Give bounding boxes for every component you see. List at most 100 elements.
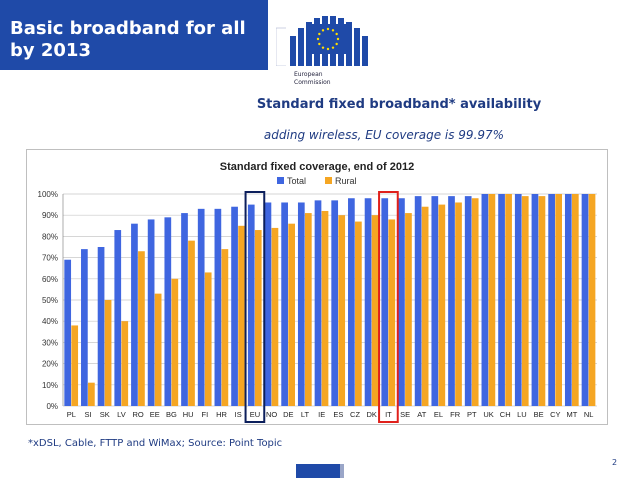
flag-star-icon xyxy=(318,32,321,36)
x-tick-label: FR xyxy=(450,410,461,419)
x-tick-label: EL xyxy=(434,410,443,419)
legend-swatch-total xyxy=(277,177,284,184)
bar-rural-pt xyxy=(471,198,479,406)
x-tick-label: NO xyxy=(266,410,277,419)
bar-total-sk xyxy=(97,247,105,406)
bar-rural-ch xyxy=(505,194,512,406)
bar-total-dk xyxy=(364,198,372,406)
bar-rural-cz xyxy=(355,221,362,406)
bar-rural-ie xyxy=(321,210,329,406)
bar-total-no xyxy=(264,202,272,406)
y-tick-label: 70% xyxy=(42,254,58,263)
bar-rural-at xyxy=(421,206,429,406)
legend-swatch-rural xyxy=(325,177,332,184)
flag-star-icon xyxy=(335,42,338,46)
y-tick-label: 50% xyxy=(42,296,58,305)
x-tick-label: CZ xyxy=(350,410,360,419)
bar-total-at xyxy=(414,196,422,406)
bar-total-eu xyxy=(247,204,255,406)
bar-rural-ro xyxy=(138,251,145,406)
flag-star-icon xyxy=(326,27,330,31)
x-tick-label: BG xyxy=(166,410,177,419)
bar-total-nl xyxy=(581,194,589,406)
bar-rural-sk xyxy=(104,300,112,406)
x-tick-label: LV xyxy=(117,410,126,419)
logo-text-commission: Commission xyxy=(294,79,331,86)
flag-star-icon xyxy=(335,32,338,36)
chart-frame: Standard fixed coverage, end of 2012 Tota… xyxy=(26,149,608,425)
bar-total-hu xyxy=(181,213,188,406)
x-tick-label: CY xyxy=(550,410,560,419)
slide-title: Basic broadband for all by 2013 xyxy=(10,18,268,62)
x-tick-label: HU xyxy=(183,410,194,419)
bar-rural-pl xyxy=(71,325,79,406)
bar-total-si xyxy=(81,249,88,406)
eu-flag-icon xyxy=(276,14,376,66)
flag-star-icon xyxy=(331,46,335,49)
bar-total-de xyxy=(281,202,288,406)
y-tick-label: 10% xyxy=(42,381,58,390)
slide-subtitle-coverage-note: adding wireless, EU coverage is 99.97% xyxy=(263,128,505,142)
x-tick-label: IS xyxy=(235,410,242,419)
x-tick-label: UK xyxy=(483,410,493,419)
bar-total-ro xyxy=(131,223,138,406)
bar-total-it xyxy=(381,198,389,406)
y-tick-label: 100% xyxy=(38,190,58,199)
y-tick-label: 90% xyxy=(42,211,58,220)
bar-total-fr xyxy=(448,196,455,406)
x-tick-label: DK xyxy=(367,410,377,419)
bar-total-lu xyxy=(514,194,522,406)
bar-total-hr xyxy=(214,208,222,406)
x-tick-label: LT xyxy=(301,410,310,419)
bar-total-se xyxy=(398,198,405,406)
flag-star-icon xyxy=(326,47,330,51)
flag-star-icon xyxy=(321,46,325,49)
bar-rural-be xyxy=(538,196,546,406)
highlight-box-eu xyxy=(244,191,266,423)
x-tick-label: BE xyxy=(534,410,544,419)
x-tick-label: LU xyxy=(517,410,527,419)
x-tick-label: DE xyxy=(283,410,293,419)
bar-total-el xyxy=(431,196,439,406)
highlight-box-it xyxy=(378,191,399,423)
bar-rural-lv xyxy=(121,321,129,406)
footer-flag-icon xyxy=(296,464,344,478)
bar-total-cy xyxy=(548,194,555,406)
bar-total-es xyxy=(331,200,339,406)
y-tick-label: 0% xyxy=(46,402,58,411)
bar-total-uk xyxy=(481,194,489,406)
flag-star-icon xyxy=(336,37,340,41)
source-footnote: *xDSL, Cable, FTTP and WiMax; Source: Po… xyxy=(28,438,283,449)
y-tick-label: 60% xyxy=(42,275,58,284)
x-tick-label: SI xyxy=(84,410,91,419)
bar-rural-cy xyxy=(555,194,562,406)
bar-rural-bg xyxy=(171,278,179,406)
bar-total-bg xyxy=(164,217,172,406)
bar-total-lt xyxy=(297,202,305,406)
x-tick-label: EU xyxy=(250,410,260,419)
bar-rural-lt xyxy=(304,213,312,406)
bar-rural-fr xyxy=(455,202,462,406)
flag-star-icon xyxy=(316,37,320,41)
x-tick-label: NL xyxy=(584,410,594,419)
bar-rural-eu xyxy=(254,230,262,406)
x-tick-label: PL xyxy=(67,410,76,419)
x-tick-label: IT xyxy=(385,410,392,419)
bar-rural-it xyxy=(388,219,396,406)
bar-rural-lu xyxy=(521,196,529,406)
bar-rural-de xyxy=(288,223,295,406)
x-tick-label: MT xyxy=(567,410,578,419)
bar-rural-mt xyxy=(571,194,579,406)
x-tick-label: AT xyxy=(417,410,426,419)
flag-star-icon xyxy=(331,29,335,32)
bar-rural-hu xyxy=(188,240,195,406)
y-tick-label: 80% xyxy=(42,232,58,241)
x-tick-label: SE xyxy=(400,410,410,419)
bar-rural-se xyxy=(405,213,412,406)
bar-total-ee xyxy=(147,219,155,406)
y-tick-label: 40% xyxy=(42,317,58,326)
logo-text-european: European xyxy=(294,71,323,78)
slide-subtitle: Standard fixed broadband* availability xyxy=(256,97,542,112)
bar-total-pt xyxy=(464,196,472,406)
flag-star-icon xyxy=(318,42,321,46)
